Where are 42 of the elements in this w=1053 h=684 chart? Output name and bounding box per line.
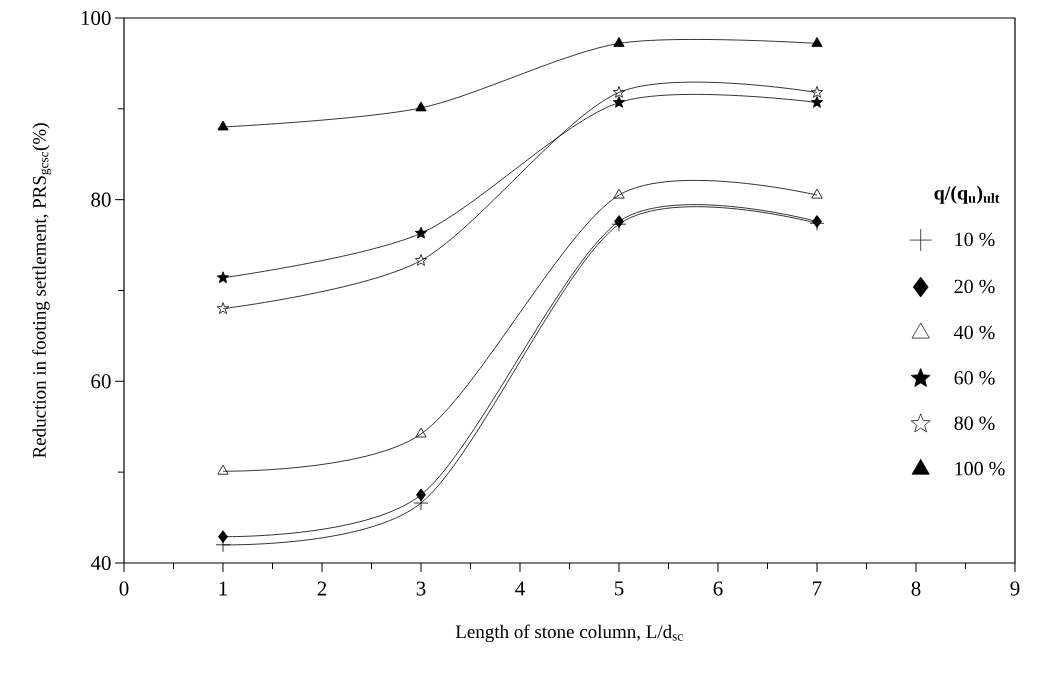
point <box>217 120 229 131</box>
point <box>612 86 626 98</box>
point <box>810 96 824 108</box>
point <box>217 464 229 475</box>
point <box>415 427 427 438</box>
point <box>613 188 625 199</box>
legend-label: 40 % <box>954 325 995 340</box>
x-tick-label: 3 <box>416 581 426 596</box>
point <box>613 37 625 47</box>
y-tick-label: 100 <box>81 10 111 26</box>
legend-title: q/(q$_{u}$)$_{ult}$ <box>934 185 1000 204</box>
point <box>416 488 426 502</box>
point <box>414 254 428 266</box>
y-axis-title: Reduction in footing settlement, PRS$_{gcsc}$(%) <box>32 123 52 458</box>
legend-label: 100 % <box>955 461 1005 476</box>
x-tick-label: 6 <box>713 581 723 596</box>
point <box>218 530 228 544</box>
y-tick-label: 40 <box>90 555 111 571</box>
x-tick-label: 1 <box>219 581 227 596</box>
point <box>811 37 823 47</box>
x-tick-label: 4 <box>515 581 525 596</box>
x-axis-title: Length of stone column, L/d$_{sc}$ <box>455 624 683 643</box>
point <box>810 86 824 98</box>
y-tick-label: 80 <box>91 192 111 207</box>
point <box>216 302 230 314</box>
point <box>612 96 626 108</box>
point <box>414 226 428 239</box>
y-tick-label: 60 <box>91 374 111 389</box>
x-tick-label: 2 <box>317 581 327 596</box>
x-tick-label: 5 <box>614 581 624 596</box>
legend-label: 20 % <box>954 279 995 294</box>
point <box>415 101 427 112</box>
point <box>216 271 230 284</box>
legend-label: 60 % <box>954 371 995 385</box>
point <box>614 215 624 228</box>
x-tick-label: 9 <box>1010 581 1020 596</box>
x-tick-label: 7 <box>813 581 822 596</box>
x-tick-label: 0 <box>119 581 129 596</box>
legend-label: 10 % <box>955 232 995 247</box>
x-tick-label: 8 <box>911 581 921 596</box>
legend-label: 80 % <box>954 416 995 431</box>
point <box>811 188 823 199</box>
